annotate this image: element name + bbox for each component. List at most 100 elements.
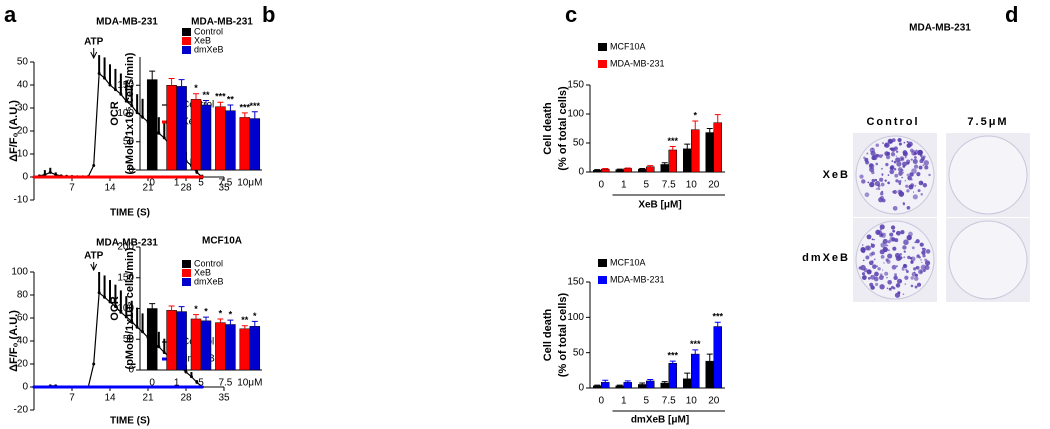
error-bar [227, 104, 234, 111]
point [97, 291, 101, 295]
x-tick-label: 10 [686, 396, 698, 407]
colony [906, 234, 912, 241]
error-bar [203, 316, 209, 321]
y-axis-label: OCR [109, 296, 121, 321]
y-tick-label: 50 [573, 138, 585, 149]
point [54, 385, 58, 389]
bar [166, 85, 177, 171]
colony [917, 269, 924, 275]
legend-label: MCF10A [610, 257, 646, 267]
colony [896, 161, 902, 167]
colony [910, 183, 915, 188]
colony [885, 154, 891, 160]
colony [914, 285, 918, 289]
annotation: ATP [84, 37, 104, 48]
colony [869, 252, 873, 257]
colony [902, 202, 905, 205]
legend-label: MCF10A [610, 41, 646, 51]
point [189, 375, 193, 379]
colony [890, 152, 896, 157]
point [173, 175, 177, 179]
y-axis-label: (pMole/1x10⁵ cells/min) [124, 52, 136, 174]
colony [905, 270, 909, 273]
point [113, 305, 117, 308]
colony [914, 241, 917, 244]
column-label: 7.5μM [967, 116, 1008, 128]
colony [920, 193, 923, 196]
colony [896, 278, 903, 284]
point [124, 99, 128, 103]
point [48, 170, 52, 174]
colony [904, 179, 907, 182]
colony [878, 197, 884, 203]
colony [858, 266, 862, 270]
colony [892, 190, 897, 194]
colony [898, 180, 902, 184]
colony [887, 244, 889, 247]
colony [901, 267, 905, 271]
colony [894, 173, 899, 178]
y-tick-label: 200 [117, 242, 134, 253]
colony [903, 256, 906, 259]
colony [916, 282, 922, 287]
point [43, 385, 47, 389]
panel-label: b [262, 2, 275, 27]
colony [862, 259, 865, 262]
significance: *** [667, 351, 678, 361]
colony [896, 230, 901, 236]
legend-swatch [182, 269, 191, 277]
bar [615, 385, 624, 389]
point [189, 385, 193, 389]
point [157, 345, 161, 349]
colony [877, 187, 881, 191]
error-bar [692, 349, 699, 355]
colony [875, 229, 881, 235]
colony [912, 194, 918, 200]
point [103, 295, 107, 299]
colony [890, 225, 896, 230]
colony [874, 282, 879, 287]
point [130, 319, 134, 323]
colony [869, 181, 875, 188]
colony [912, 191, 915, 193]
colony [897, 291, 901, 295]
point [146, 175, 150, 179]
error-bar [706, 128, 713, 133]
y-tick-label: 20 [17, 359, 29, 370]
point [86, 175, 90, 179]
bar [668, 149, 677, 173]
bar [683, 378, 692, 389]
annotation-arrow [90, 48, 98, 60]
point [168, 385, 172, 389]
colony [881, 190, 884, 193]
point [108, 385, 112, 389]
colony [922, 164, 925, 167]
x-tick-label: 7.5 [218, 178, 232, 189]
colony [918, 165, 923, 170]
point [141, 175, 145, 179]
bar [200, 104, 212, 171]
colony [877, 184, 879, 187]
point [37, 385, 41, 389]
colony [872, 264, 877, 269]
point [81, 385, 85, 389]
error-bar [602, 379, 609, 383]
y-tick-label: 40 [17, 336, 29, 347]
y-tick-label: 100 [567, 312, 584, 323]
colony [885, 244, 888, 247]
point [113, 88, 117, 92]
point [119, 92, 123, 96]
colony [876, 265, 879, 268]
point [179, 385, 183, 389]
error-bar [594, 169, 601, 171]
point [200, 175, 204, 179]
point [195, 170, 199, 174]
point [103, 76, 107, 80]
colony [905, 268, 908, 271]
colony [863, 268, 868, 273]
bar [691, 353, 700, 389]
y-axis-label: (pMole/1x10⁵ cells/min) [124, 247, 136, 369]
colony [896, 150, 899, 153]
point [103, 385, 107, 389]
error-bar [706, 353, 713, 362]
